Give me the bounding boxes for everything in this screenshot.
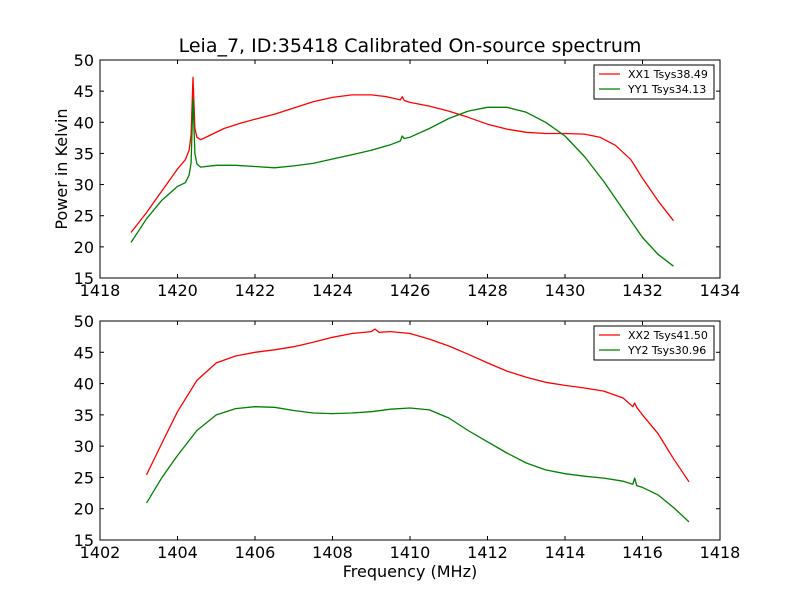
series-line-xx1 [130, 76, 675, 233]
legend-box [593, 325, 715, 361]
chart-panel-2: 1402 1404 1406 1408 1410 1412 1414 1416 1418 15 20… [74, 312, 741, 581]
legend-box [593, 64, 715, 100]
x-tick-label: 1432 [622, 281, 663, 300]
x-axis-label: Frequency (MHz) [343, 562, 477, 581]
y-tick-label: 35 [74, 406, 94, 425]
x-tick-label: 1418 [80, 281, 121, 300]
series-line-xx2 [145, 328, 690, 483]
y-tick-label: 50 [74, 312, 94, 331]
series-line-yy2 [145, 406, 690, 523]
x-tick-label: 1434 [700, 281, 741, 300]
y-tick-label: 20 [74, 238, 94, 257]
x-tick-label: 1430 [545, 281, 586, 300]
series-line-yy1 [130, 97, 674, 267]
chart-panel-1: 1418 1420 1422 1424 1426 1428 1430 1432 1434 15 20… [52, 35, 740, 300]
x-tick-label: 1414 [545, 543, 586, 562]
x-tick-label: 1404 [157, 543, 198, 562]
legend-entry: YY1 Tsys34.13 [627, 83, 706, 96]
y-tick-label: 40 [74, 113, 94, 132]
y-tick-label: 50 [74, 51, 94, 70]
chart-title: Leia_7, ID:35418 Calibrated On-source sp… [179, 35, 642, 57]
x-tick-label: 1424 [312, 281, 353, 300]
y-tick-label: 30 [74, 437, 94, 456]
y-tick-label: 45 [74, 82, 94, 101]
y-tick-label: 30 [74, 176, 94, 195]
y-tick-label: 15 [74, 531, 94, 550]
x-tick-label: 1420 [157, 281, 198, 300]
x-tick-label: 1402 [80, 543, 121, 562]
x-tick-label: 1410 [390, 543, 431, 562]
legend-entry: XX2 Tsys41.50 [628, 329, 708, 342]
y-tick-label: 45 [74, 343, 94, 362]
x-tick-label: 1428 [467, 281, 508, 300]
x-tick-label: 1426 [390, 281, 431, 300]
x-tick-label: 1416 [622, 543, 663, 562]
y-tick-label: 20 [74, 500, 94, 519]
y-tick-label: 35 [74, 144, 94, 163]
y-tick-label: 15 [74, 269, 94, 288]
x-tick-label: 1412 [467, 543, 508, 562]
y-tick-label: 25 [74, 468, 94, 487]
y-tick-label: 25 [74, 207, 94, 226]
legend-entry: XX1 Tsys38.49 [628, 68, 708, 81]
legend: XX2 Tsys41.50 YY2 Tsys30.96 [593, 325, 715, 361]
legend-entry: YY2 Tsys30.96 [627, 344, 706, 357]
x-tick-label: 1408 [312, 543, 353, 562]
x-tick-label: 1418 [700, 543, 741, 562]
y-tick-label: 40 [74, 375, 94, 394]
y-axis-label: Power in Kelvin [52, 108, 71, 229]
x-tick-label: 1422 [235, 281, 276, 300]
legend: XX1 Tsys38.49 YY1 Tsys34.13 [593, 64, 715, 100]
x-tick-label: 1406 [235, 543, 276, 562]
